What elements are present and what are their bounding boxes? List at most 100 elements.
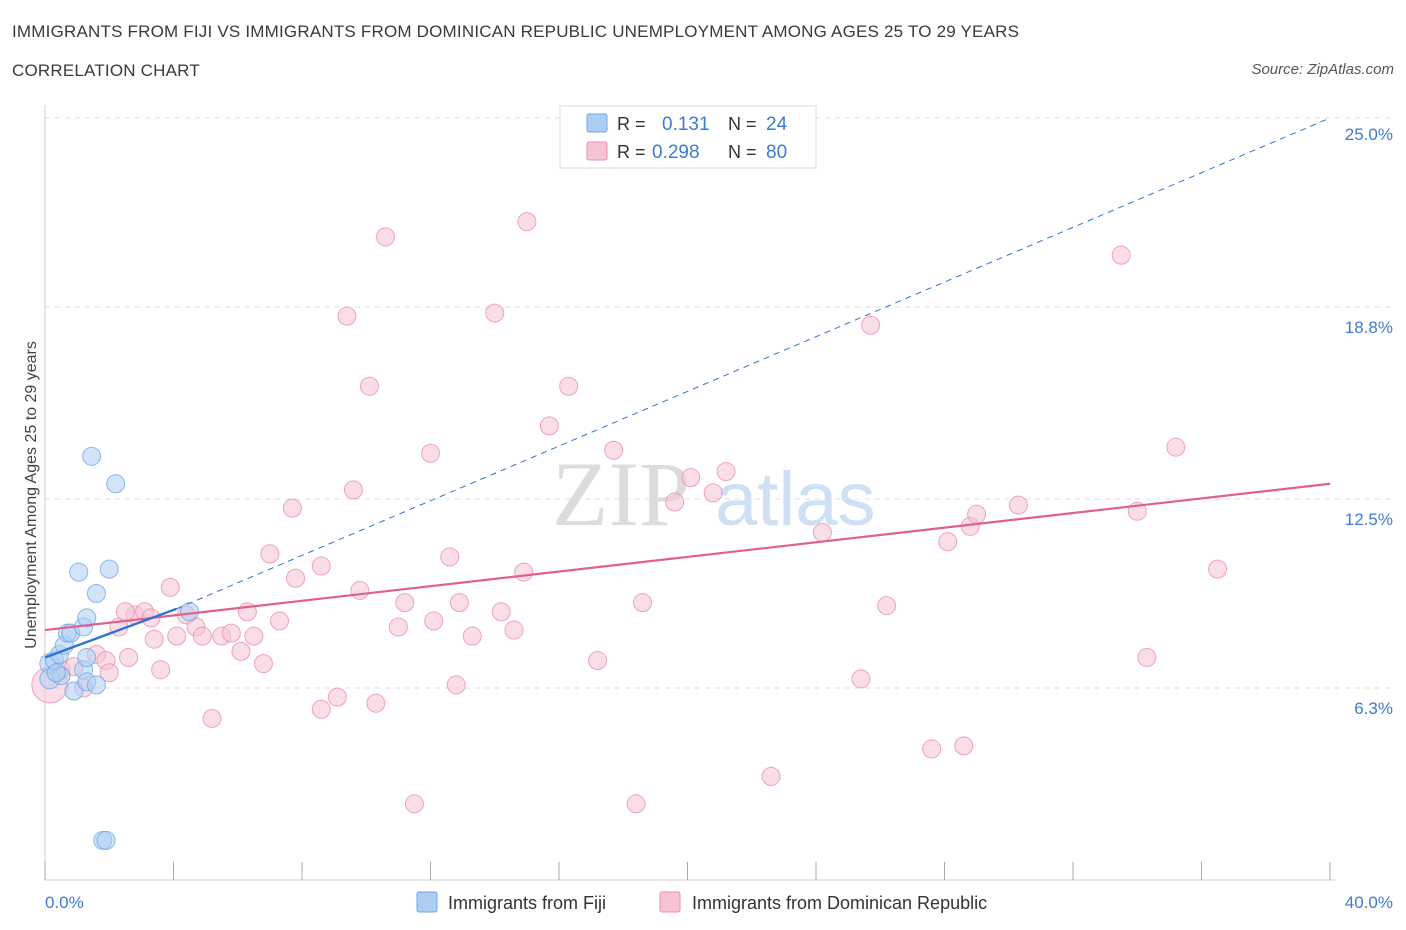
dr-point (350, 580, 370, 600)
fiji-point (180, 602, 200, 622)
dr-point (967, 504, 987, 524)
fiji-point (86, 675, 106, 695)
dr-point (192, 626, 212, 646)
dr-point (327, 687, 347, 707)
dr-point (761, 766, 781, 786)
fiji-point (69, 562, 89, 582)
dr-point (633, 593, 653, 613)
fiji-point (77, 608, 97, 628)
dr-point (366, 693, 386, 713)
dr-point (424, 611, 444, 631)
dr-point (446, 675, 466, 695)
legend-r-value-dr: 0.298 (652, 142, 700, 163)
dr-point (270, 611, 290, 631)
dr-point (462, 626, 482, 646)
dr-point (376, 227, 396, 247)
dr-point (517, 212, 537, 232)
axis-layer: 6.3% 12.5% 18.8% 25.0% (44, 105, 1393, 881)
fiji-point (77, 647, 97, 667)
dr-point (160, 577, 180, 597)
dr-point (1111, 245, 1131, 265)
watermark-zip: ZIP (552, 443, 690, 545)
dr-point (1208, 559, 1228, 579)
dr-point (485, 303, 505, 323)
dr-point (388, 617, 408, 637)
fiji-trend-line (44, 607, 178, 659)
dr-point (491, 602, 511, 622)
dr-point (539, 416, 559, 436)
fiji-point (82, 446, 102, 466)
trend-layer (44, 117, 1331, 659)
dr-point (253, 654, 273, 674)
dr-point (449, 593, 469, 613)
source-label: Source: ZipAtlas.com (1251, 61, 1394, 78)
dr-point (877, 596, 897, 616)
bottom-legend-label-fiji: Immigrants from Fiji (448, 893, 606, 913)
dr-point (395, 593, 415, 613)
x-tick-label-min: 0.0% (45, 893, 84, 912)
dr-point (286, 568, 306, 588)
watermark-atlas: atlas (715, 457, 876, 542)
dr-point (812, 523, 832, 543)
dr-point (851, 669, 871, 689)
dr-point (244, 626, 264, 646)
dr-point (359, 376, 379, 396)
legend-n-value-dr: 80 (766, 142, 787, 163)
y-tick-label: 25.0% (1345, 125, 1393, 144)
dr-point (282, 498, 302, 518)
dr-point (559, 376, 579, 396)
dr-trend-line (44, 482, 1331, 632)
bottom-legend-swatch-fiji (416, 891, 438, 913)
dr-point (716, 462, 736, 482)
dr-point (922, 739, 942, 759)
dr-point (421, 443, 440, 463)
legend-n-value-fiji: 24 (766, 114, 788, 135)
dr-point (151, 660, 171, 680)
dr-point (1166, 437, 1186, 457)
dr-point (604, 440, 624, 460)
dr-point (231, 641, 251, 661)
fiji-point (106, 474, 126, 494)
bottom-legend-swatch-dr (659, 891, 681, 913)
chart-title: IMMIGRANTS FROM FIJI VS IMMIGRANTS FROM … (12, 22, 1020, 41)
dr-point (954, 736, 974, 756)
dr-point (99, 663, 119, 683)
dr-point (404, 794, 424, 814)
fiji-point (46, 663, 66, 683)
dr-point (343, 480, 363, 500)
dr-point (665, 492, 685, 512)
legend-swatch-dr (586, 141, 608, 161)
dr-point (221, 623, 241, 643)
dr-point (115, 602, 135, 622)
dr-point (311, 556, 331, 576)
dr-point (260, 544, 280, 564)
dr-point (167, 626, 187, 646)
fiji-point (99, 559, 119, 579)
fiji-point (96, 830, 116, 850)
fiji-point (86, 583, 106, 603)
y-tick-label: 18.8% (1345, 318, 1393, 337)
dr-point (337, 306, 357, 326)
dr-point (626, 794, 646, 814)
dr-point (681, 468, 701, 488)
bottom-legend: Immigrants from Fiji Immigrants from Dom… (416, 891, 987, 913)
legend-r-label-dr: R = (617, 142, 646, 162)
dr-point (144, 629, 164, 649)
dr-point (311, 699, 331, 719)
dr-point (504, 620, 524, 640)
dr-point (588, 651, 608, 671)
fiji-point (64, 681, 84, 701)
fiji-points (39, 446, 200, 850)
dr-point (703, 483, 723, 503)
legend-swatch-fiji (586, 113, 608, 133)
dr-point (938, 532, 958, 552)
dr-point (861, 315, 881, 335)
y-tick-label: 6.3% (1354, 699, 1393, 718)
legend-r-label-fiji: R = (617, 114, 646, 134)
x-tick-label-max: 40.0% (1345, 893, 1393, 912)
dr-point (1008, 495, 1028, 515)
dr-point (1137, 647, 1157, 667)
y-tick-label: 12.5% (1345, 510, 1393, 529)
dr-point (514, 562, 534, 582)
dr-point (202, 708, 222, 728)
